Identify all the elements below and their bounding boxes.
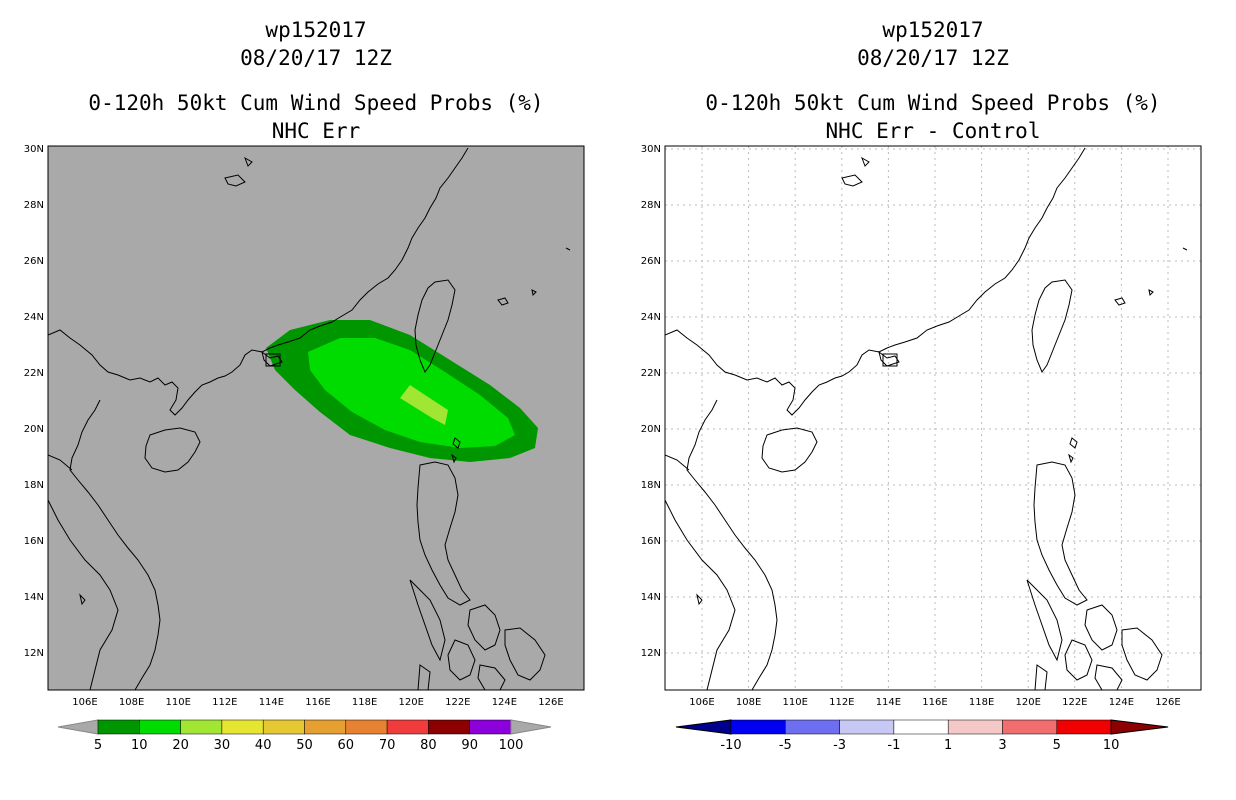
right-colorbar-segment [839,719,895,735]
left-colorbar-label: 90 [461,738,478,753]
left-lat-label: 24N [24,312,44,323]
right-title-2: 08/20/17 12Z [857,46,1009,70]
left-lon-label: 110E [165,697,190,708]
left-colorbar-segment [180,719,223,735]
left-colorbar-segment [386,719,429,735]
right-colorbar-segment [947,719,1003,735]
left-colorbar: 5 10 20 30 40 50 60 70 80 90 100 [57,719,552,753]
right-colorbar-upper-triangle [1110,719,1169,735]
left-lon-label: 116E [305,697,330,708]
right-colorbar-label: -5 [779,738,792,753]
left-map: 30N 28N 26N 24N 22N 20N 18N 16N 14N 12N 106E 108E 1… [24,144,585,753]
left-lon-label: 120E [398,697,423,708]
left-title-3: 0-120h 50kt Cum Wind Speed Probs (%) [88,91,544,115]
left-lon-label: 112E [212,697,237,708]
right-colorbar-label: -1 [887,738,900,753]
right-lon-label: 106E [689,697,714,708]
left-lon-label: 118E [352,697,377,708]
left-colorbar-label: 30 [214,738,231,753]
right-colorbar-label: 3 [998,738,1006,753]
right-colorbar-label: 10 [1103,738,1120,753]
right-colorbar-segment [1002,719,1058,735]
left-colorbar-label: 70 [379,738,396,753]
right-lat-label: 12N [641,648,661,659]
right-colorbar-lower-triangle [675,719,732,735]
left-colorbar-segment [221,719,264,735]
left-title-1: wp152017 [265,18,367,42]
left-colorbar-label: 80 [420,738,437,753]
left-colorbar-segment [345,719,388,735]
right-lon-label: 118E [969,697,994,708]
right-lon-label: 114E [876,697,901,708]
left-lat-label: 30N [24,144,44,155]
right-colorbar-label: 1 [944,738,952,753]
left-colorbar-label: 60 [338,738,355,753]
left-colorbar-segment [428,719,470,735]
right-title-1: wp152017 [882,18,984,42]
right-lon-label: 122E [1062,697,1087,708]
right-map-background [665,146,1201,690]
right-colorbar-label: -3 [833,738,846,753]
right-colorbar-label: -10 [720,738,741,753]
right-colorbar-segment [730,719,786,735]
right-colorbar-segment [893,719,949,735]
right-lon-label: 108E [736,697,761,708]
right-lat-label: 16N [641,536,661,547]
left-lat-label: 22N [24,368,44,379]
right-lon-label: 112E [829,697,854,708]
right-lon-label: 120E [1015,697,1040,708]
left-title-4: NHC Err [271,119,361,143]
right-title-3: 0-120h 50kt Cum Wind Speed Probs (%) [705,91,1161,115]
right-title-4: NHC Err - Control [825,119,1041,143]
left-lon-label: 122E [445,697,470,708]
right-lat-label: 18N [641,480,661,491]
right-lat-label: 28N [641,200,661,211]
left-colorbar-segment [304,719,347,735]
right-lat-label: 26N [641,256,661,267]
left-colorbar-segment [97,719,140,735]
right-lon-label: 126E [1155,697,1180,708]
left-lat-label: 28N [24,200,44,211]
left-colorbar-label: 100 [499,738,524,753]
right-lat-label: 30N [641,144,661,155]
left-lat-label: 14N [24,592,44,603]
left-colorbar-lower-triangle [57,719,99,735]
right-lat-label: 20N [641,424,661,435]
left-title-2: 08/20/17 12Z [240,46,392,70]
right-colorbar: -10 -5 -3 -1 1 3 5 10 [675,719,1169,753]
left-lon-label: 114E [259,697,284,708]
right-lon-label: 124E [1109,697,1134,708]
right-lat-label: 22N [641,368,661,379]
right-lon-label: 116E [922,697,947,708]
left-lat-label: 20N [24,424,44,435]
right-colorbar-label: 5 [1053,738,1061,753]
left-colorbar-segment [139,719,181,735]
left-colorbar-label: 20 [172,738,189,753]
left-lat-label: 26N [24,256,44,267]
right-lat-label: 24N [641,312,661,323]
right-colorbar-segment [1056,719,1112,735]
right-lon-label: 110E [782,697,807,708]
left-lat-label: 12N [24,648,44,659]
left-lat-label: 16N [24,536,44,547]
left-colorbar-segment [469,719,512,735]
left-lat-label: 18N [24,480,44,491]
left-colorbar-segment [262,719,305,735]
left-lon-label: 126E [538,697,563,708]
right-lat-label: 14N [641,592,661,603]
left-colorbar-label: 10 [131,738,148,753]
left-colorbar-label: 5 [94,738,102,753]
prob-swath-20-30 [400,385,448,425]
right-colorbar-segment [785,719,840,735]
left-lon-label: 108E [119,697,144,708]
left-lon-label: 106E [72,697,97,708]
left-colorbar-upper-triangle [510,719,552,735]
left-lon-label: 124E [492,697,517,708]
left-colorbar-label: 40 [255,738,272,753]
left-colorbar-label: 50 [296,738,313,753]
